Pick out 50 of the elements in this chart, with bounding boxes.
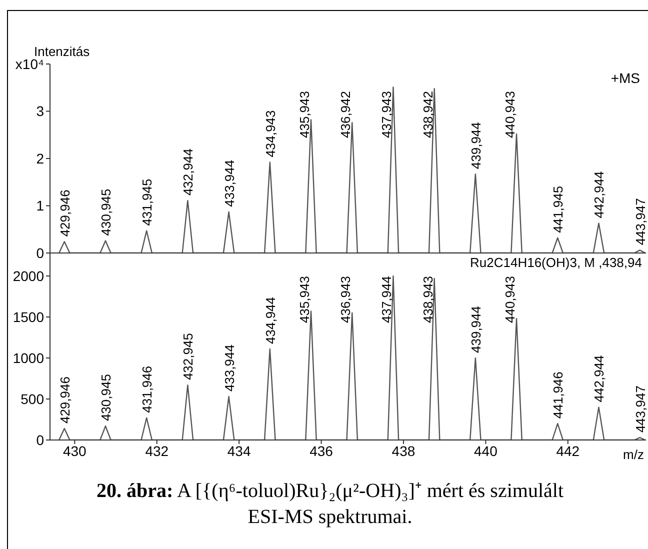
annotation: 432,945 (180, 333, 196, 380)
annotation: 442,944 (592, 171, 607, 218)
annotation: 440,943 (502, 91, 518, 138)
y-tick-label: 2 (36, 150, 44, 166)
annotation: 432,944 (180, 148, 196, 196)
x-axis-title: m/z (623, 447, 644, 462)
annotation: 433,944 (222, 344, 237, 392)
y-tick-label: 0 (36, 432, 44, 448)
annotation: 440,943 (502, 276, 518, 323)
y-tick-label: 3 (36, 103, 44, 120)
x-tick-label: 438 (392, 442, 416, 459)
annotation: 439,944 (468, 122, 484, 170)
annotation: 441,946 (550, 372, 566, 419)
annotation: 437,943 (379, 91, 394, 138)
annotation: 442,944 (592, 355, 607, 402)
annotation: 438,942 (420, 91, 436, 138)
annotation: 431,945 (140, 178, 155, 226)
annotation: 439,944 (468, 306, 484, 353)
y-tick-label: 2000 (12, 268, 44, 284)
x-tick-label: 430 (62, 442, 87, 459)
annotation: 441,945 (550, 186, 566, 233)
annotation: 429,946 (57, 190, 72, 237)
x-tick-label: 442 (556, 442, 580, 459)
annotation: 429,946 (57, 376, 72, 424)
annotation: 443,947 (632, 386, 648, 433)
x-tick-label: 432 (145, 442, 169, 459)
y-tick-label: 0 (36, 244, 44, 261)
annotation: 436,942 (338, 91, 354, 138)
annotation: Ru2C14H16(OH)3, M ,438,94 (470, 255, 642, 270)
annotation: +MS (610, 70, 640, 86)
y-tick-label: 1500 (12, 308, 44, 325)
annotation: 430,945 (98, 188, 114, 236)
annotation: 433,944 (222, 160, 237, 207)
x-tick-label: 434 (227, 442, 251, 459)
annotation: 438,943 (420, 276, 436, 323)
annotation: 431,946 (140, 366, 155, 413)
x-tick-label: 440 (474, 442, 498, 459)
annotation: 437,944 (379, 276, 394, 323)
annotation: 443,947 (632, 198, 648, 246)
y-tick-label: 1000 (12, 350, 44, 366)
y-tick-label: 1 (36, 198, 44, 214)
annotation: 435,943 (297, 91, 312, 138)
y-tick-label: 500 (20, 390, 44, 407)
annotation: 434,943 (262, 110, 278, 158)
x-tick-label: 436 (310, 442, 334, 459)
annotation: 435,943 (297, 276, 312, 323)
annotation: 430,945 (98, 374, 114, 422)
text: 20. ábra: A [{(η⁶-toluol)Ru}₂(μ²-OH)₃]⁺ mért és szimulált ESI-MS spektrumai. (95, 479, 564, 530)
annotation: 434,944 (262, 296, 278, 344)
annotation: 436,943 (338, 276, 354, 323)
